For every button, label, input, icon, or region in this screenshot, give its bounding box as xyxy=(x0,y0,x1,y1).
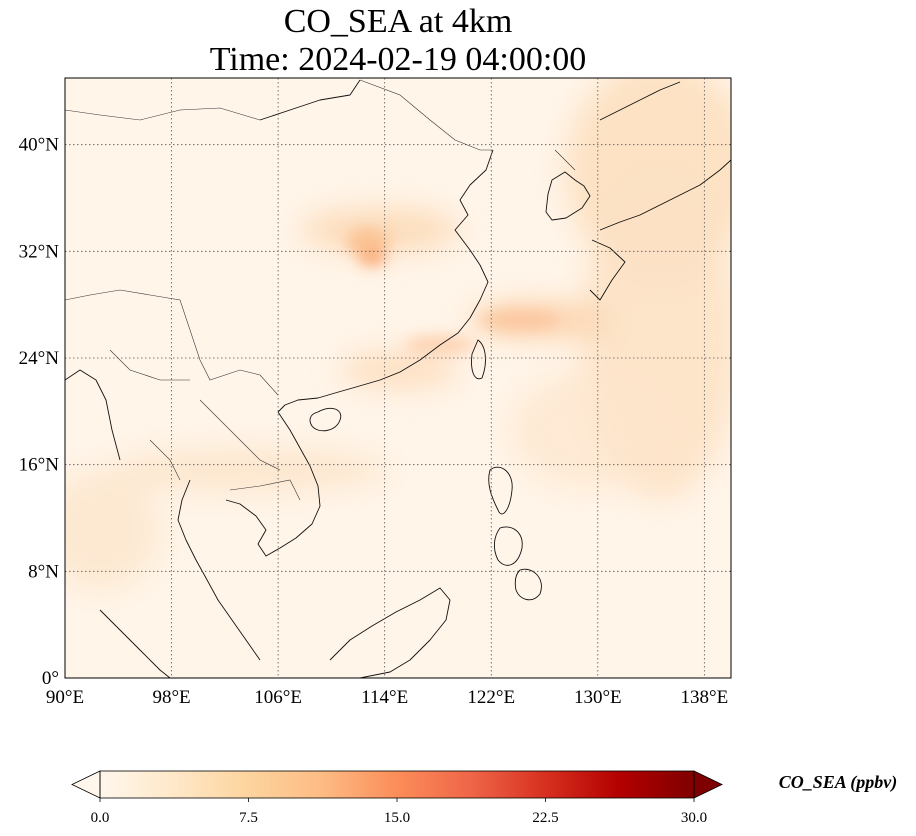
lon-tick-labels: 90°E 98°E 106°E 114°E 122°E 130°E 138°E xyxy=(46,687,728,708)
colorbar-extend-min xyxy=(71,770,101,799)
lon-tick-label: 122°E xyxy=(467,687,515,708)
lat-tick-label: 0° xyxy=(42,668,59,689)
colorbar-extend-max xyxy=(693,770,723,799)
map-frame xyxy=(64,77,732,679)
colorbar-gradient xyxy=(100,771,694,798)
colorbar: 0.0 7.5 15.0 22.5 30.0 CO_SEA (ppbv) xyxy=(71,770,898,826)
colorbar-tick-label: 7.5 xyxy=(239,810,258,826)
colorbar-ticks: 0.0 7.5 15.0 22.5 30.0 xyxy=(91,798,707,826)
map-gridlines xyxy=(65,78,731,678)
lon-tick-label: 130°E xyxy=(574,687,622,708)
map-panel xyxy=(65,78,731,678)
colorbar-tick-label: 15.0 xyxy=(384,810,410,826)
lat-tick-label: 16°N xyxy=(19,455,60,476)
country-borders xyxy=(65,79,576,501)
colorbar-tick-label: 0.0 xyxy=(91,810,110,826)
colorbar-tick-label: 30.0 xyxy=(681,810,707,826)
plot-time-subtitle: Time: 2024-02-19 04:00:00 xyxy=(209,41,587,78)
lat-tick-label: 32°N xyxy=(19,241,60,262)
coastlines xyxy=(65,79,731,678)
lat-tick-label: 24°N xyxy=(19,348,60,369)
colorbar-label: CO_SEA (ppbv) xyxy=(779,772,898,793)
lat-tick-label: 40°N xyxy=(19,135,60,156)
lon-tick-label: 106°E xyxy=(254,687,302,708)
lon-tick-label: 138°E xyxy=(681,687,729,708)
lat-tick-label: 8°N xyxy=(28,561,59,582)
plot-title: CO_SEA at 4km xyxy=(283,3,513,40)
lon-tick-label: 114°E xyxy=(361,687,408,708)
lon-tick-label: 98°E xyxy=(152,687,190,708)
colorbar-tick-label: 22.5 xyxy=(532,810,558,826)
lat-tick-labels: 0° 8°N 16°N 24°N 32°N 40°N xyxy=(19,135,60,689)
co-sea-field xyxy=(65,78,731,590)
lon-tick-label: 90°E xyxy=(46,687,84,708)
